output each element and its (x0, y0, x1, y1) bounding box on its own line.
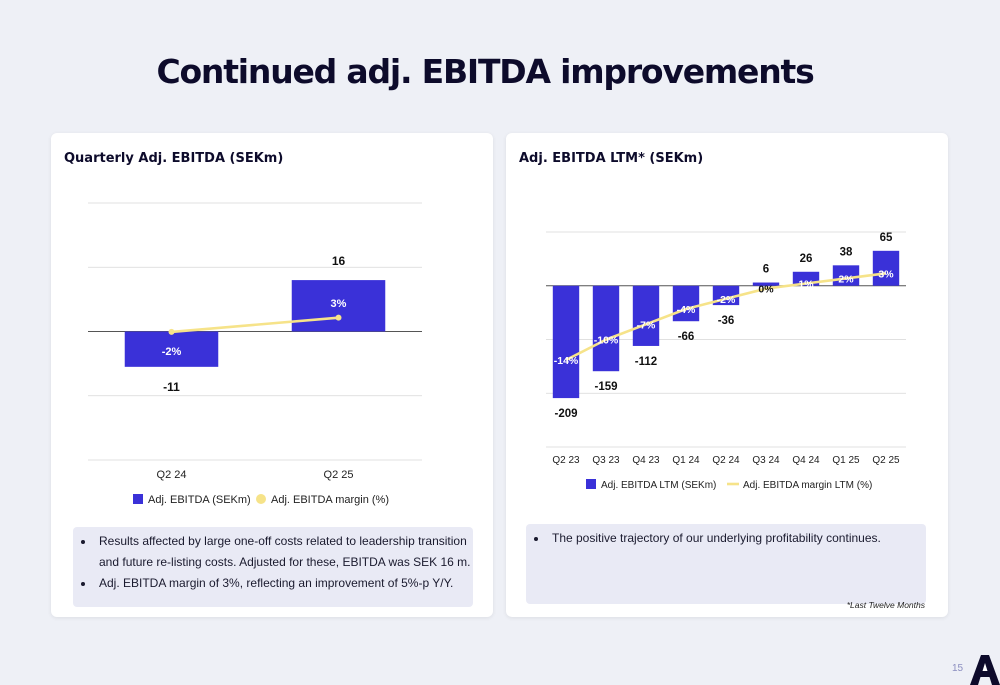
quarterly-margin-point (335, 314, 342, 321)
ltm-bar-value-label: -66 (678, 331, 695, 343)
quarterly-legend-line-swatch (256, 494, 266, 504)
ltm-margin-label: -2% (717, 294, 736, 306)
ltm-legend-bar-swatch (586, 479, 596, 489)
ltm-category-label: Q1 25 (832, 455, 860, 466)
ltm-margin-line (565, 272, 887, 362)
ltm-bar (832, 265, 860, 286)
ltm-category-label: Q1 24 (672, 455, 700, 466)
ltm-bar-value-label: 6 (763, 264, 769, 276)
quarterly-ebitda-chart: -11 16 -2% 3% Q2 24 Q2 25 Adj. EBITDA (SEKm) Ad… (88, 202, 422, 506)
quarterly-bar-value-label: 16 (332, 254, 346, 268)
quarterly-margin-label: 3% (331, 298, 347, 310)
quarterly-ebitda-panel: Quarterly Adj. EBITDA (SEKm) -11 16 -2% 3% Q… (51, 133, 493, 617)
ltm-footnote: *Last Twelve Months (846, 600, 925, 610)
ltm-bar-value-label: -209 (554, 408, 577, 420)
ltm-margin-label: 3% (878, 268, 894, 280)
quarterly-legend-line-label: Adj. EBITDA margin (%) (271, 494, 389, 506)
company-logo-icon (970, 655, 1000, 685)
ltm-category-label: Q3 23 (592, 455, 620, 466)
quarterly-bar-value-label: -11 (163, 380, 180, 394)
quarterly-note-2: Adj. EBITDA margin of 3%, reflecting an … (95, 573, 473, 594)
ltm-note-1: The positive trajectory of our underlyin… (548, 528, 926, 549)
ltm-category-label: Q4 23 (632, 455, 660, 466)
quarterly-margin-line (171, 316, 339, 334)
quarterly-margin-label: -2% (162, 346, 182, 358)
quarterly-category-label: Q2 24 (157, 469, 187, 481)
page-title: Continued adj. EBITDA improvements (156, 52, 814, 91)
ltm-bar (672, 285, 700, 322)
ltm-ebitda-panel: Adj. EBITDA LTM* (SEKm) -209 -159 -112 -66-… (506, 133, 948, 617)
ltm-margin-label: 2% (838, 273, 854, 285)
quarterly-chart-title: Quarterly Adj. EBITDA (SEKm) (64, 151, 284, 166)
ltm-bar (592, 285, 620, 372)
ltm-margin-label: 0% (758, 284, 774, 296)
ltm-legend-bar-label: Adj. EBITDA LTM (SEKm) (601, 480, 716, 491)
ltm-margin-label: -4% (677, 304, 696, 316)
ltm-bar-value-label: -112 (635, 356, 657, 368)
ltm-chart-title: Adj. EBITDA LTM* (SEKm) (519, 151, 704, 166)
ltm-bar-value-label: 38 (840, 246, 853, 258)
ltm-bar (632, 285, 660, 346)
ltm-bar-value-label: 26 (800, 253, 813, 265)
ltm-margin-label: -14% (554, 355, 579, 367)
quarterly-note-1: Results affected by large one-off costs … (95, 531, 473, 573)
ltm-bar-value-label: -159 (594, 381, 617, 393)
ltm-bar-value-label: 65 (880, 232, 893, 244)
quarterly-category-label: Q2 25 (324, 469, 354, 481)
quarterly-bar (291, 280, 386, 332)
ltm-bar (552, 285, 580, 399)
ltm-bar (872, 250, 900, 286)
ltm-bar-value-label: -36 (718, 315, 735, 327)
ltm-category-label: Q2 25 (872, 455, 900, 466)
ltm-ebitda-chart: -209 -159 -112 -66 -36 6 26 38 65 -14% -10% -7% -4% -… (546, 231, 906, 491)
ltm-bar (752, 282, 780, 286)
quarterly-bar (124, 331, 219, 367)
ltm-margin-label: -10% (594, 335, 619, 347)
ltm-category-label: Q4 24 (792, 455, 820, 466)
quarterly-margin-point (168, 328, 175, 335)
ltm-margin-label: -7% (637, 319, 656, 331)
page-number: 15 (952, 663, 964, 674)
ltm-legend-line-label: Adj. EBITDA margin LTM (%) (743, 480, 872, 491)
ltm-category-label: Q2 23 (552, 455, 580, 466)
quarterly-legend-bar-swatch (133, 494, 143, 504)
ltm-category-label: Q2 24 (712, 455, 740, 466)
ltm-category-label: Q3 24 (752, 455, 780, 466)
quarterly-legend-bar-label: Adj. EBITDA (SEKm) (148, 494, 251, 506)
ltm-notes-box: The positive trajectory of our underlyin… (526, 524, 926, 604)
quarterly-notes-box: Results affected by large one-off costs … (73, 527, 473, 607)
ltm-margin-label: 1% (798, 279, 814, 291)
